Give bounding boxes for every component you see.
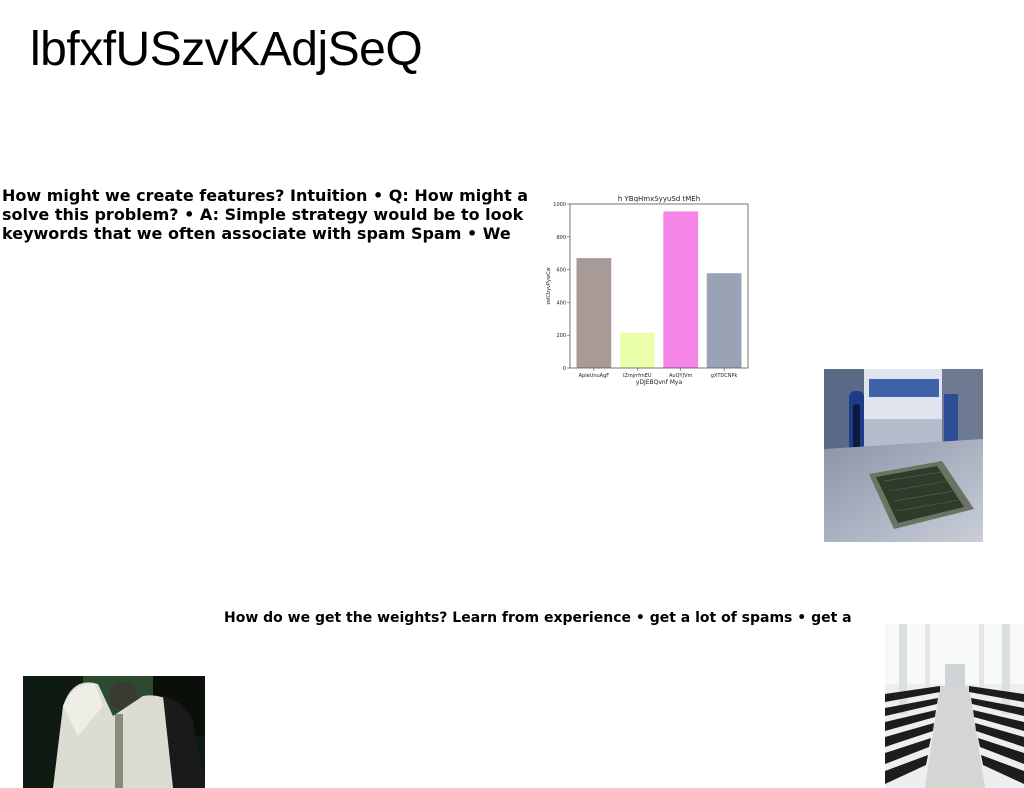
- chart-y-axis-label: zelCbyvPywCw: [546, 267, 552, 304]
- church-interior-photo: [885, 624, 1024, 788]
- chart-plot-frame: [569, 203, 749, 369]
- chart-y-tick-label: 200: [556, 333, 566, 339]
- chart-x-axis-label: yDJEBQvnf Mya: [636, 379, 683, 386]
- chart-y-tick-label: 0: [563, 366, 566, 372]
- chart-bars: [576, 211, 742, 368]
- chart-y-tick-label: 400: [556, 300, 566, 306]
- chart-x-tick-label: lZmjrrfmEU: [623, 373, 652, 379]
- chart-y-tick-label: 600: [556, 268, 566, 274]
- chart-bar-ApieUnuAgF: [576, 258, 612, 368]
- chart-y-tick-label: 1000: [553, 202, 566, 208]
- person-photo: [23, 676, 205, 788]
- chart-y-tick-label: 800: [556, 235, 566, 241]
- chart-x-tick-label: gXTDCNPk: [711, 373, 738, 379]
- features-paragraph: How might we create features? Intuition …: [2, 186, 529, 243]
- chart-bar-AuQYJVm: [663, 211, 699, 368]
- bar-chart-svg: h YBqHmxSyyuSd tMEh zelCbyvPywCw yDJEBQv…: [546, 195, 749, 386]
- courtyard-photo: [824, 369, 983, 542]
- chart-y-ticks: 0 200 400 600 800 1000: [553, 202, 570, 372]
- slide-title: lbfxfUSzvKAdjSeQ: [30, 23, 423, 76]
- bar-chart: h YBqHmxSyyuSd tMEh zelCbyvPywCw yDJEBQv…: [540, 190, 760, 390]
- chart-bar-gXTDCNPk: [706, 273, 742, 368]
- chart-x-tick-label: ApieUnuAgF: [579, 373, 610, 379]
- chart-bar-lZmjrrfmEU: [619, 332, 655, 368]
- chart-x-ticks: ApieUnuAgF lZmjrrfmEU AuQYJVm gXTDCNPk: [579, 368, 738, 379]
- chart-x-tick-label: AuQYJVm: [669, 373, 692, 379]
- chart-title: h YBqHmxSyyuSd tMEh: [618, 195, 700, 203]
- weights-paragraph: How do we get the weights? Learn from ex…: [224, 610, 852, 626]
